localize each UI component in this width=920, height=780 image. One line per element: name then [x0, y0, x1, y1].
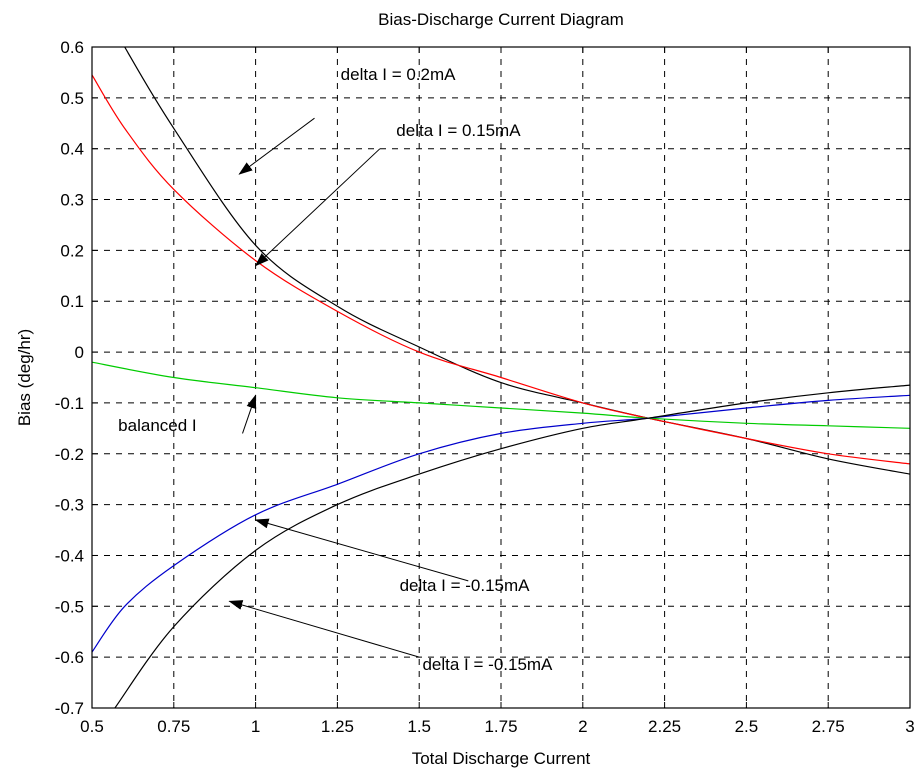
annotation-label: delta I = 0.2mA — [341, 65, 456, 84]
y-tick-label: 0.3 — [60, 191, 84, 210]
annotation-arrow — [242, 394, 257, 434]
x-tick-label: 0.75 — [157, 717, 190, 736]
x-tick-label: 1.75 — [484, 717, 517, 736]
series-group — [92, 47, 910, 708]
annotation-arrow — [238, 117, 315, 175]
series-line-4 — [92, 394, 910, 653]
y-axis-ticks: 0.6 0.5 0.4 0.3 0.2 0.1 0 -0.1 -0.2 -0.3 -0.4 -0.5 -… — [55, 38, 910, 718]
annotation-arrow — [254, 518, 469, 582]
y-tick-label: -0.1 — [55, 394, 84, 413]
y-tick-label: -0.5 — [55, 597, 84, 616]
x-tick-label: 2.25 — [648, 717, 681, 736]
y-tick-label: -0.4 — [55, 546, 84, 565]
x-tick-label: 1 — [251, 717, 260, 736]
x-tick-label: 3 — [905, 717, 914, 736]
series-line-3 — [92, 361, 910, 429]
y-tick-label: 0.5 — [60, 89, 84, 108]
annotation-label: delta I = 0.15mA — [396, 121, 521, 140]
annotations: delta I = 0.2mA delta I = 0.15mA balanced … — [118, 65, 553, 674]
y-tick-label: -0.3 — [55, 496, 84, 515]
x-axis-ticks: 0.5 0.75 1 1.25 1.5 1.75 2 2.25 2.5 2.75 3 — [80, 47, 915, 736]
y-axis-label: Bias (deg/hr) — [15, 329, 34, 426]
series-line-5 — [114, 384, 910, 708]
annotation-label: delta I = -0.15mA — [400, 576, 531, 595]
y-tick-label: 0 — [75, 343, 84, 362]
y-tick-label: 0.1 — [60, 292, 84, 311]
y-tick-label: 0.2 — [60, 241, 84, 260]
series-line-2 — [92, 74, 910, 465]
annotation-label: delta I = -0.15mA — [422, 655, 553, 674]
annotation-arrow — [254, 148, 381, 267]
annotation-arrow — [228, 600, 420, 658]
y-tick-label: -0.7 — [55, 699, 84, 718]
x-tick-label: 0.5 — [80, 717, 104, 736]
x-tick-label: 1.25 — [321, 717, 354, 736]
y-tick-label: -0.2 — [55, 445, 84, 464]
x-tick-label: 2.5 — [735, 717, 759, 736]
x-tick-label: 2 — [578, 717, 587, 736]
x-tick-label: 2.75 — [812, 717, 845, 736]
grid — [92, 47, 910, 708]
annotation-label: balanced I — [118, 416, 196, 435]
chart-title: Bias-Discharge Current Diagram — [378, 10, 624, 29]
y-tick-label: 0.6 — [60, 38, 84, 57]
y-tick-label: 0.4 — [60, 140, 84, 159]
x-axis-label: Total Discharge Current — [412, 749, 591, 768]
x-tick-label: 1.5 — [407, 717, 431, 736]
y-tick-label: -0.6 — [55, 648, 84, 667]
